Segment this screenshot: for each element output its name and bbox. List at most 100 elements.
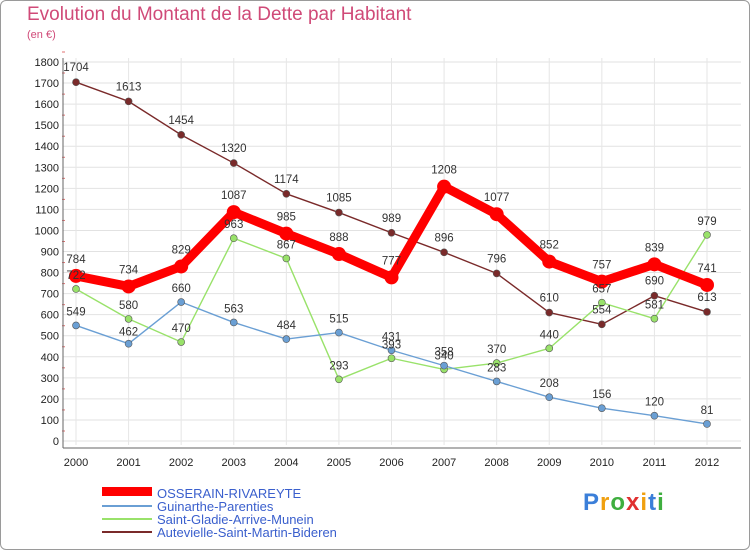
axes: 0 100 200 300 400 500 600 700 800 900 1000 1100 1200…	[35, 51, 741, 469]
data-label: 554	[592, 304, 612, 316]
data-label: 660	[172, 283, 191, 295]
data-label: 1077	[484, 192, 510, 204]
data-point	[124, 97, 133, 106]
data-point	[703, 420, 711, 428]
data-point	[650, 411, 659, 420]
data-label: 963	[224, 219, 243, 231]
y-tick-label: 1300	[35, 162, 59, 174]
x-tick-label: 2003	[222, 457, 246, 469]
data-point	[282, 190, 291, 198]
x-tick-label: 2009	[537, 457, 561, 469]
y-tick-label: 1200	[35, 183, 59, 195]
data-point	[700, 277, 714, 292]
proxiti-logo: Proxiti	[583, 489, 665, 517]
legend-label: OSSERAIN-RIVAREYTE	[157, 486, 302, 501]
logo-letter: x	[626, 489, 641, 516]
data-point	[387, 228, 396, 237]
data-label: 722	[66, 270, 85, 282]
data-label: 440	[540, 329, 559, 341]
data-point	[282, 254, 291, 263]
data-point	[226, 205, 241, 220]
data-label: 515	[329, 314, 348, 326]
data-point	[598, 404, 606, 412]
data-label: 283	[487, 362, 506, 374]
y-tick-label: 300	[41, 373, 59, 385]
data-point	[69, 268, 83, 283]
data-label: 1087	[221, 190, 247, 202]
data-label: 1704	[63, 62, 89, 74]
chart-subtitle: (en €)	[27, 29, 56, 41]
data-label: 462	[119, 327, 138, 339]
data-label: 1208	[431, 165, 457, 177]
data-point	[72, 285, 80, 293]
data-label: 431	[382, 331, 401, 343]
data-label: 549	[66, 306, 85, 318]
legend-swatch	[102, 487, 152, 496]
y-tick-label: 600	[41, 310, 59, 322]
data-labels: 784 734 829 1087 985 888 777 1208 1077 852 757 839 7…	[63, 62, 716, 417]
data-label: 581	[645, 300, 664, 312]
data-point	[545, 308, 554, 317]
data-label: 563	[224, 303, 243, 315]
logo-letter: i	[640, 489, 649, 516]
data-label: 1174	[274, 174, 299, 186]
logo-letter: t	[648, 489, 658, 516]
data-point	[174, 259, 189, 274]
data-point	[492, 377, 501, 386]
x-tick-label: 2001	[116, 457, 140, 469]
data-label: 484	[277, 320, 297, 332]
y-tick-label: 1800	[35, 57, 59, 69]
legend-label: Autevielle-Saint-Martin-Bideren	[157, 525, 337, 540]
data-point	[335, 375, 343, 384]
data-label: 734	[119, 264, 139, 276]
logo-letter: o	[610, 489, 627, 516]
x-tick-label: 2006	[379, 457, 403, 469]
data-point	[387, 346, 396, 355]
y-tick-label: 100	[41, 415, 59, 427]
y-tick-label: 400	[41, 352, 59, 364]
data-label: 979	[697, 216, 716, 228]
data-label: 81	[701, 405, 714, 417]
y-tick-label: 800	[41, 268, 59, 280]
data-point	[335, 208, 343, 217]
data-point	[177, 338, 185, 346]
data-label: 888	[329, 232, 348, 244]
data-label: 470	[172, 323, 191, 335]
data-point	[335, 328, 343, 337]
data-label: 1320	[221, 143, 247, 155]
series-lines	[69, 78, 714, 428]
data-point	[279, 226, 294, 241]
data-point	[545, 393, 554, 402]
legend-label: Saint-Gladie-Arrive-Munein	[157, 512, 314, 527]
data-label: 989	[382, 213, 401, 225]
data-point	[177, 131, 185, 139]
logo-letter: r	[600, 489, 611, 516]
y-tick-label: 1600	[35, 99, 59, 111]
data-point	[124, 339, 133, 348]
data-point	[650, 291, 659, 300]
data-point	[492, 269, 501, 278]
data-point	[124, 315, 133, 323]
data-label: 120	[645, 397, 664, 409]
data-point	[331, 247, 346, 262]
logo-letter: i	[657, 489, 665, 516]
y-tick-label: 1700	[35, 78, 59, 90]
data-point	[437, 179, 452, 194]
x-tick-label: 2007	[432, 457, 456, 469]
data-point	[387, 354, 396, 363]
data-label: 358	[434, 347, 453, 359]
data-label: 1613	[116, 81, 142, 93]
data-point	[177, 298, 185, 306]
y-tick-label: 700	[41, 289, 59, 301]
data-point	[440, 248, 448, 257]
data-point	[598, 298, 606, 307]
data-point	[440, 361, 448, 370]
x-tick-label: 2002	[169, 457, 193, 469]
y-tick-label: 1000	[35, 225, 59, 237]
y-tick-label: 1100	[35, 204, 59, 216]
y-tick-label: 200	[41, 394, 59, 406]
x-tick-label: 2011	[643, 457, 667, 469]
data-label: 393	[382, 339, 401, 351]
data-label: 657	[592, 284, 611, 296]
data-label: 208	[540, 378, 559, 390]
